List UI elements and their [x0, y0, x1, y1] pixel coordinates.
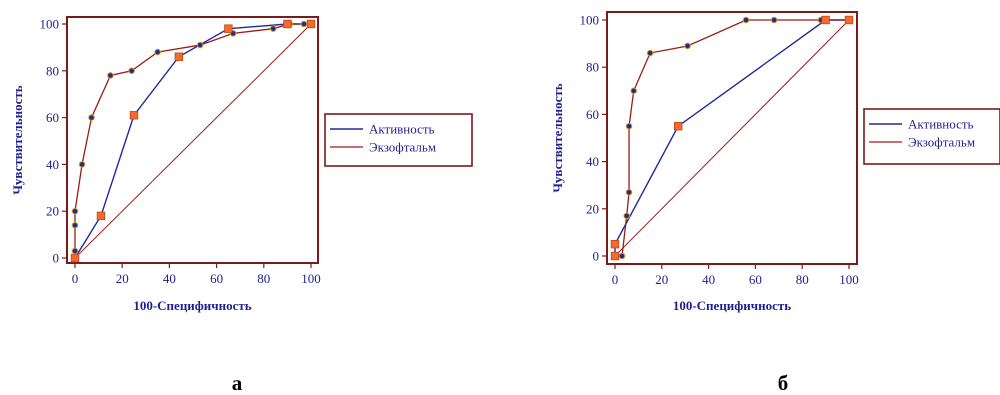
data-point-exophthalmos	[88, 114, 95, 121]
y-tick-label: 60	[46, 110, 59, 125]
panel-label: а	[232, 371, 243, 395]
y-tick-label: 80	[586, 60, 599, 75]
y-axis-label: Чувствительность	[10, 85, 25, 194]
y-tick-label: 40	[46, 157, 59, 172]
x-axis-label: 100-Специфичность	[673, 298, 791, 313]
data-point-exophthalmos	[300, 20, 308, 28]
x-tick-label: 0	[72, 271, 79, 286]
data-point-activity	[821, 15, 830, 25]
y-tick-label: 20	[586, 201, 599, 216]
data-point-exophthalmos	[154, 48, 161, 56]
data-point-activity	[283, 19, 292, 29]
data-point-activity	[129, 111, 139, 120]
y-tick-label: 0	[593, 249, 600, 264]
legend: Активность Экзофтальм	[324, 113, 473, 167]
panel-label: б	[778, 371, 789, 395]
y-tick-label: 20	[46, 204, 59, 219]
plot-frame	[66, 16, 319, 264]
y-tick-label: 40	[586, 154, 599, 169]
x-tick-label: 100	[839, 272, 859, 287]
data-point-activity	[224, 24, 233, 33]
data-point-activity	[174, 52, 184, 61]
series-line-exophthalmos	[615, 19, 849, 257]
legend-label-activity: Активность	[369, 122, 435, 137]
legend-label-exophthalmos: Экзофтальм	[908, 135, 975, 150]
x-tick-label: 40	[163, 271, 176, 286]
chart-panel-b: 0 20 40 60 80 100 0 20 40 60 80 100 100-Специфичност…	[550, 11, 1000, 395]
chart-panel-a: 0 20 40 60 80 100 0 20 40 60 80 100 100-Специфичност…	[10, 16, 473, 395]
data-point-activity	[96, 211, 106, 221]
data-point-exophthalmos	[71, 221, 79, 229]
data-point-exophthalmos	[128, 67, 135, 75]
data-point-exophthalmos	[742, 16, 750, 24]
y-tick-label: 60	[586, 107, 599, 122]
x-tick-label: 20	[116, 271, 129, 286]
legend-label-activity: Активность	[908, 117, 974, 132]
plot-frame	[606, 11, 858, 265]
data-point-exophthalmos	[625, 188, 633, 196]
x-tick-label: 100	[301, 271, 321, 286]
data-point-exophthalmos	[630, 87, 638, 95]
legend-box	[324, 113, 473, 167]
legend-box	[863, 108, 1000, 165]
legend-label-exophthalmos: Экзофтальм	[369, 140, 436, 155]
x-tick-label: 60	[749, 272, 762, 287]
data-point-exophthalmos	[71, 247, 79, 255]
reference-diagonal-line	[614, 19, 850, 257]
data-point-exophthalmos	[623, 212, 631, 220]
data-point-exophthalmos	[269, 25, 277, 32]
y-tick-label: 100	[580, 13, 600, 28]
data-point-activity	[70, 253, 80, 263]
x-tick-label: 0	[612, 272, 619, 287]
y-tick-label: 100	[40, 17, 60, 32]
y-tick-label: 0	[53, 251, 60, 266]
y-axis-label: Чувствительность	[550, 83, 565, 192]
data-point-exophthalmos	[684, 42, 691, 50]
data-point-exophthalmos	[71, 207, 79, 215]
x-tick-label: 20	[655, 272, 668, 287]
legend: Активность Экзофтальм	[863, 108, 1000, 165]
data-point-activity	[306, 19, 316, 29]
reference-diagonal-line	[74, 23, 312, 259]
x-tick-label: 60	[210, 271, 223, 286]
data-point-exophthalmos	[107, 72, 114, 79]
x-tick-label: 80	[796, 272, 809, 287]
y-tick-label: 80	[46, 63, 59, 78]
x-tick-label: 80	[257, 271, 270, 286]
data-point-exophthalmos	[78, 161, 86, 168]
data-point-exophthalmos	[770, 16, 778, 24]
x-axis-label: 100-Специфичность	[133, 298, 251, 313]
data-point-exophthalmos	[196, 41, 204, 49]
data-point-exophthalmos	[625, 122, 633, 130]
data-point-activity	[610, 239, 620, 249]
x-tick-label: 40	[702, 272, 715, 287]
data-point-exophthalmos	[646, 49, 654, 57]
data-point-activity	[610, 251, 620, 261]
data-point-exophthalmos	[618, 252, 626, 260]
data-point-activity	[844, 15, 854, 25]
data-point-activity	[673, 122, 683, 131]
